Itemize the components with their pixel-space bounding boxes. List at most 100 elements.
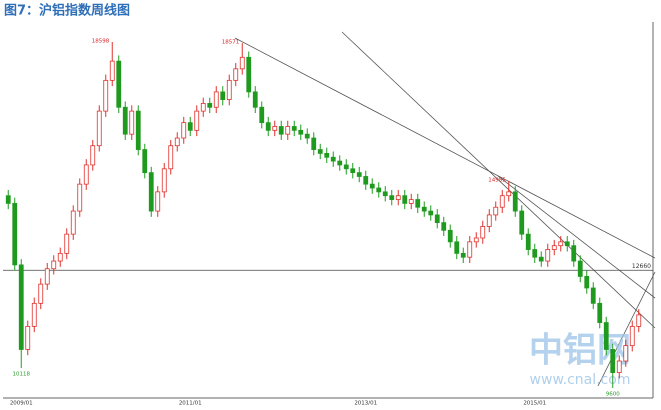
candle-body xyxy=(525,233,531,250)
candle-body xyxy=(590,287,596,304)
candle-body xyxy=(545,249,551,262)
candle-body xyxy=(629,326,635,347)
watermark: 中铝网 xyxy=(529,331,631,371)
candle-body xyxy=(558,241,564,247)
candle-body xyxy=(603,322,609,350)
candle-body xyxy=(486,214,492,227)
candle-body xyxy=(291,126,297,131)
candle-body xyxy=(610,349,616,373)
candle-body xyxy=(31,302,37,327)
candle-body xyxy=(265,122,271,131)
candle-body xyxy=(83,164,89,185)
candle-body xyxy=(356,172,362,177)
trend-line xyxy=(341,31,656,329)
candle-body xyxy=(64,233,70,254)
candle-body xyxy=(25,326,31,350)
candle-body xyxy=(506,191,512,197)
candle-body xyxy=(597,302,603,323)
annotation: 18598 xyxy=(92,38,110,44)
level-label: 12660 xyxy=(632,263,651,270)
candle-body xyxy=(109,60,115,81)
candle-body xyxy=(90,145,96,166)
candle-body xyxy=(298,129,304,135)
candle-body xyxy=(324,153,330,158)
candle-body xyxy=(135,110,141,150)
trend-lines xyxy=(234,31,656,387)
candle-body xyxy=(174,137,180,147)
trend-line xyxy=(597,271,656,387)
candle-body xyxy=(187,122,193,131)
candle-body xyxy=(148,172,154,212)
candle-body xyxy=(213,91,219,108)
candle-body xyxy=(77,183,83,212)
candle-body xyxy=(434,214,440,224)
x-tick-label: 2013/01 xyxy=(354,401,377,407)
candle-body xyxy=(252,91,258,108)
annotation: 18571 xyxy=(222,40,240,46)
annotation: 14985 xyxy=(488,177,506,183)
candle-body xyxy=(564,241,570,247)
candle-body xyxy=(304,133,310,139)
candle-body xyxy=(363,176,369,185)
candle-body xyxy=(57,252,63,262)
candle-body xyxy=(415,199,421,208)
candle-body xyxy=(519,210,525,235)
candle-body xyxy=(577,260,583,277)
candle-body xyxy=(441,222,447,231)
watermark-url: www.cnal.com xyxy=(530,372,631,388)
candle-body xyxy=(421,206,427,212)
candle-body xyxy=(369,183,375,189)
candle-body xyxy=(337,160,343,166)
candle-body xyxy=(226,79,232,100)
candle-body xyxy=(376,187,382,193)
candle-body xyxy=(460,252,466,258)
annotation: 10118 xyxy=(13,372,31,378)
candle-body xyxy=(259,106,265,124)
candle-body xyxy=(207,103,213,108)
candle-body xyxy=(70,210,76,235)
candle-body xyxy=(571,245,577,262)
x-tick-label: 2015/01 xyxy=(523,401,546,407)
candle-body xyxy=(103,79,109,112)
candle-body xyxy=(350,168,356,174)
candle-body xyxy=(317,149,323,154)
candle-body xyxy=(467,241,473,258)
candle-body xyxy=(499,195,505,208)
candle-body xyxy=(168,145,174,170)
candle-body xyxy=(220,91,226,100)
trend-line xyxy=(234,37,656,259)
x-tick-label: 2009/01 xyxy=(10,401,33,407)
candle-body xyxy=(278,126,284,135)
candle-body xyxy=(408,199,414,204)
candle-body xyxy=(311,137,317,150)
trend-line xyxy=(497,175,656,299)
candle-body xyxy=(233,68,239,81)
candle-body xyxy=(129,110,135,135)
candle-body xyxy=(18,264,24,350)
candle-body xyxy=(389,195,395,200)
candle-body xyxy=(395,195,401,200)
candle-body xyxy=(584,276,590,289)
candle-body xyxy=(5,195,11,204)
candle-body xyxy=(12,202,18,266)
candle-body xyxy=(155,191,161,212)
candle-body xyxy=(51,260,57,270)
candle-body xyxy=(454,241,460,254)
candle-body xyxy=(428,210,434,216)
candle-body xyxy=(200,103,206,112)
candle-body xyxy=(623,345,629,362)
candle-body xyxy=(551,245,557,250)
candle-body xyxy=(285,126,291,135)
candle-body xyxy=(246,56,252,93)
candle-body xyxy=(330,156,336,162)
candle-body xyxy=(161,168,167,193)
candle-body xyxy=(194,110,200,131)
candle-body xyxy=(181,122,187,139)
candle-body xyxy=(142,149,148,174)
candle-body xyxy=(38,283,44,304)
candle-body xyxy=(272,126,278,131)
candle-body xyxy=(538,256,544,262)
candle-body xyxy=(616,360,622,373)
candle-body xyxy=(480,226,486,239)
